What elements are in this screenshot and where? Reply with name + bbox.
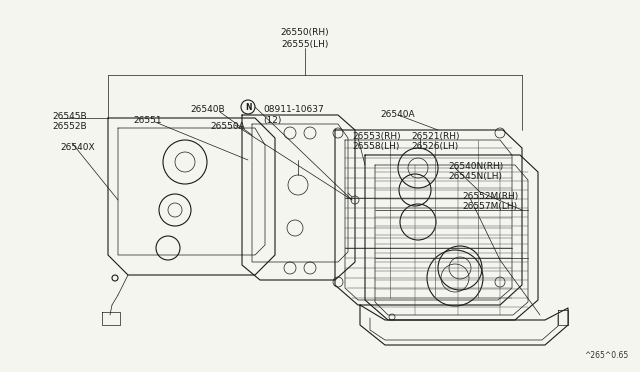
Text: 26551: 26551: [134, 116, 163, 125]
Text: (12): (12): [263, 116, 281, 125]
Text: 26545B: 26545B: [52, 112, 86, 121]
Text: ^265^0.65: ^265^0.65: [584, 351, 628, 360]
Text: 26552B: 26552B: [52, 122, 86, 131]
Text: N: N: [244, 103, 252, 112]
Text: 26558(LH): 26558(LH): [352, 142, 399, 151]
Text: 26553(RH): 26553(RH): [352, 132, 401, 141]
Text: 08911-10637: 08911-10637: [263, 105, 324, 114]
Text: 26555(LH): 26555(LH): [282, 40, 329, 49]
Text: 26526(LH): 26526(LH): [411, 142, 458, 151]
Text: 26521(RH): 26521(RH): [411, 132, 460, 141]
Text: 26552M(RH): 26552M(RH): [462, 192, 518, 201]
Text: 26545N(LH): 26545N(LH): [448, 172, 502, 181]
Text: 26540B: 26540B: [191, 105, 225, 114]
Text: 26540X: 26540X: [60, 143, 95, 152]
Text: 26557M(LH): 26557M(LH): [462, 202, 517, 211]
Text: 26550(RH): 26550(RH): [281, 28, 330, 37]
Text: 26540N(RH): 26540N(RH): [448, 162, 503, 171]
Text: 26540A: 26540A: [381, 110, 415, 119]
Text: 26550A: 26550A: [211, 122, 245, 131]
